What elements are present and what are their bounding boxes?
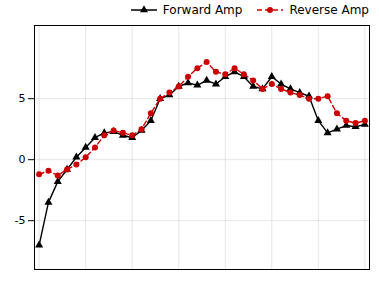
svg-text:-5: -5 — [15, 214, 26, 227]
html-text:Forward Amp: Forward Amp — [162, 3, 243, 17]
svg-text:0: 0 — [19, 153, 26, 166]
html-text:Reverse Amp: Reverse Amp — [289, 3, 369, 17]
svg-text:5: 5 — [19, 92, 26, 105]
